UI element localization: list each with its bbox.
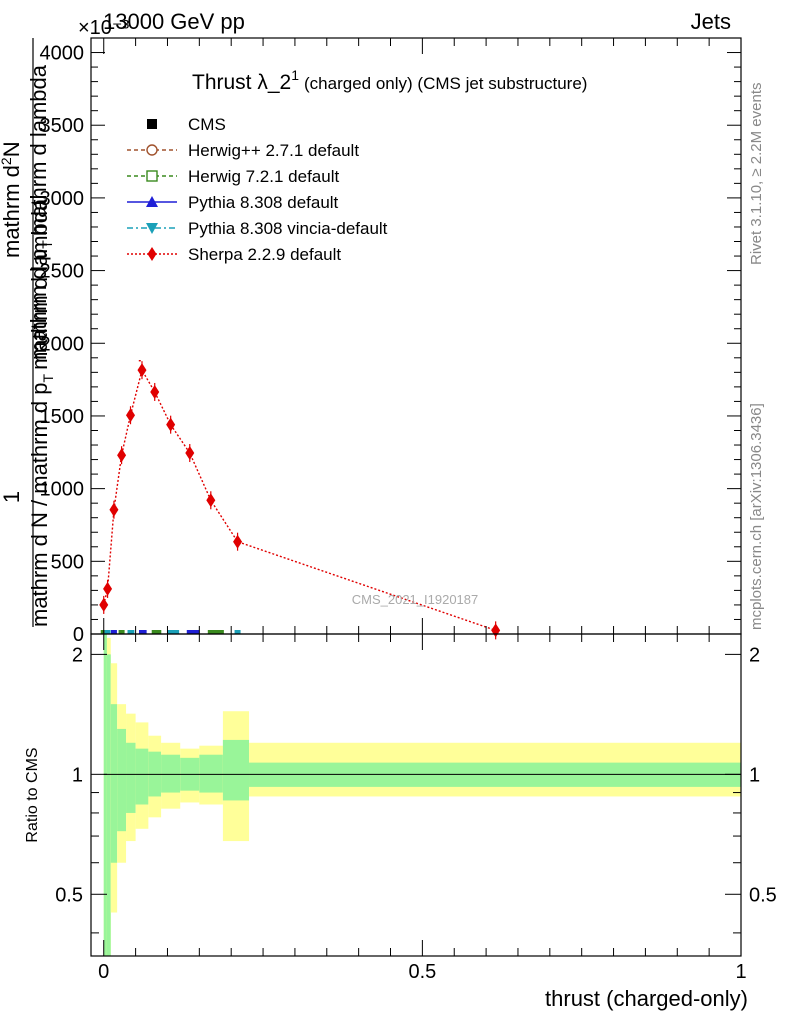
y-label-dpT-dlambda: mathrm d pTmathrm d lambda [26,64,55,360]
sherpa-data-point [137,363,147,378]
ratio-xtick-label: 0 [98,961,109,983]
ratio-ytick-label-right: 0.5 [749,884,777,906]
main-ytick-label: 2500 [40,261,85,283]
cms-data-marker [104,630,111,634]
sherpa-data-point [126,408,136,423]
main-y-axis-label: 1 mathrm d N / mathrm d pTmathrm d lambd… [0,38,56,627]
cms-data-marker [234,630,241,634]
main-ytick-label: 3000 [40,188,85,210]
main-ytick-label: 1500 [40,406,85,428]
ratio-y-axis-ticks [91,653,741,934]
main-ytick-label: 2000 [40,333,85,355]
ratio-y-tick-labels-left: 0.5 1 2 [55,644,83,906]
ratio-stat-band [106,654,111,956]
legend-entry: CMS [147,115,226,134]
sherpa-data-point [166,417,176,432]
sherpa-data-point [233,534,243,549]
ratio-uncertainty-bands [103,634,741,956]
sherpa-data-point [206,493,216,508]
main-ytick-label: 500 [51,551,84,573]
main-ytick-label: 0 [73,624,84,646]
sherpa-data-point [109,502,119,517]
ratio-stat-band [199,754,223,793]
ratio-y-axis-label: Ratio to CMS [24,747,41,842]
sherpa-data-point [103,581,113,596]
legend-entry: Sherpa 2.2.9 default [127,245,341,264]
ratio-ytick-label-right: 2 [749,644,760,666]
plot-title-main: Thrust λ_2 [192,71,291,94]
ratio-ytick-label: 1 [72,764,83,786]
analysis-watermark: CMS_2021_I1920187 [352,592,479,607]
ratio-stat-band [126,742,136,813]
ratio-x-axis-ticks [103,634,742,956]
main-ytick-label: 1000 [40,479,85,501]
ratio-ytick-label: 0.5 [55,884,83,906]
mcplots-reference-label: mcplots.cern.ch [arXiv:1306.3436] [748,403,765,630]
ratio-stat-band [222,739,250,801]
ratio-stat-band [135,748,149,805]
legend-label: Pythia 8.308 vincia-default [188,219,388,238]
legend-marker [146,170,158,182]
cms-data-marker [138,630,147,634]
sherpa-data-point [99,597,109,612]
ratio-y-tick-labels-right: 0.5 1 2 [749,644,777,906]
rivet-version-label: Rivet 3.1.10, ≥ 2.2M events [748,83,765,266]
ratio-stat-band [103,634,107,956]
header-exponent-label: ×10⁻³ [78,17,129,39]
header-jets-label: Jets [691,9,731,34]
plot-title: Thrust λ_21 (charged only) (CMS jet subst… [192,67,587,94]
legend-label: Herwig 7.2.1 default [188,167,339,186]
cms-data-marker [151,630,162,634]
sherpa-data-point [491,623,501,638]
plot-title-superscript: 1 [291,67,299,83]
legend-marker [147,247,157,261]
main-x-axis-ticks [103,38,742,634]
legend-entry: Pythia 8.308 vincia-default [127,219,388,238]
main-ytick-label: 4000 [40,43,85,65]
ratio-ytick-label: 2 [72,644,83,666]
cms-data-marker [186,630,200,634]
sherpa-data-point [117,448,127,463]
x-axis-label: thrust (charged-only) [545,986,748,1011]
ratio-plot-frame [90,633,742,957]
cms-data-marker [110,630,117,634]
y-label-dN-fraction: mathrm d N / mathrm d pTmathrm d lambda [27,198,56,627]
cms-data-marker [127,630,135,634]
main-y-tick-labels: 0 500 1000 1500 2000 2500 3000 3500 4000 [40,43,85,646]
legend-entry: Herwig++ 2.7.1 default [127,141,359,160]
legend: CMS Herwig++ 2.7.1 default Herwig 7.2.1 de… [127,115,388,264]
legend-marker [146,144,158,156]
main-series-layer [99,360,501,640]
legend-label: Sherpa 2.2.9 default [188,245,341,264]
ratio-stat-band [117,728,127,832]
y-label-d2N: mathrm d2N [0,141,24,258]
ratio-x-tick-labels: 0 0.5 1 [98,961,746,983]
legend-marker [146,196,158,207]
legend-label: Pythia 8.308 default [188,193,339,212]
cms-data-marker [118,630,125,634]
legend-entry: Herwig 7.2.1 default [127,167,339,186]
plot-title-rest: (charged only) (CMS jet substructure) [304,74,587,93]
main-y-axis-ticks [91,37,741,635]
cms-data-marker [207,630,224,634]
ratio-stat-band [110,704,118,863]
y-label-numerator-one: 1 [0,491,24,503]
ratio-stat-band [161,754,181,793]
ratio-xtick-label: 1 [735,961,746,983]
legend-marker [147,119,157,129]
legend-label: CMS [188,115,226,134]
main-ytick-label: 3500 [40,115,85,137]
legend-marker [146,223,158,234]
legend-label: Herwig++ 2.7.1 default [188,141,359,160]
ratio-xtick-label: 0.5 [408,961,436,983]
sherpa-data-point [185,446,195,461]
legend-entry: Pythia 8.308 default [127,193,339,212]
header-collision-label: 13000 GeV pp [103,9,245,34]
ratio-ytick-label-right: 1 [749,764,760,786]
sherpa-data-point [150,384,160,399]
cms-data-marker [167,630,180,634]
